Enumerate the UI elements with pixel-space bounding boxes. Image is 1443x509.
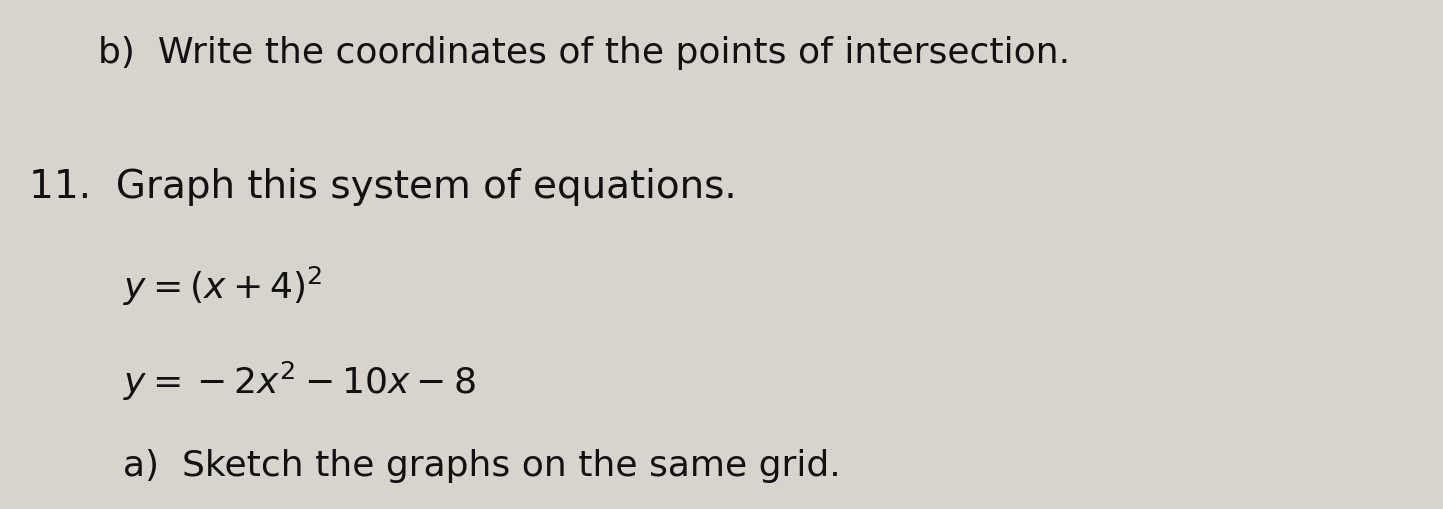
Text: $y = (x+4)^2$: $y = (x+4)^2$ — [123, 265, 322, 308]
Text: b)  Write the coordinates of the points of intersection.: b) Write the coordinates of the points o… — [98, 36, 1071, 70]
Text: $y = -2x^2 - 10x - 8$: $y = -2x^2 - 10x - 8$ — [123, 359, 475, 402]
Text: a)  Sketch the graphs on the same grid.: a) Sketch the graphs on the same grid. — [123, 448, 840, 482]
Text: 11.  Graph this system of equations.: 11. Graph this system of equations. — [29, 168, 736, 206]
